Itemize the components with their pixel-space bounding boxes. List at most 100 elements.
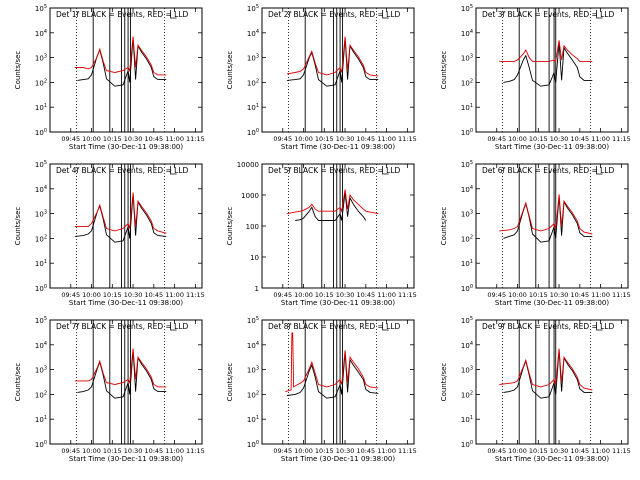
y-tick-label: 102 [461, 390, 473, 399]
interval-bracket [170, 166, 177, 175]
x-tick-label: 11:00 [377, 291, 396, 299]
series-line-events [286, 38, 379, 87]
y-tick-label: 105 [35, 4, 47, 13]
y-tick-label: 100 [35, 128, 47, 137]
y-tick-label: 104 [461, 29, 473, 38]
y-axis-label: Counts/sec [440, 207, 448, 246]
x-tick-label: 10:15 [103, 447, 122, 455]
y-tick-label: 103 [461, 210, 473, 219]
x-tick-label: 10:15 [103, 291, 122, 299]
plot-frame [49, 319, 203, 445]
x-tick-label: 09:45 [61, 291, 80, 299]
chart-title: Det 2f BLACK = Events, RED = LLD [268, 10, 401, 19]
x-axis-label: Start Time (30-Dec-11 09:38:00) [281, 455, 395, 463]
interval-bracket [382, 10, 389, 19]
interval-bracket [596, 322, 603, 331]
y-tick-label: 102 [35, 78, 47, 87]
chart-title: Det 9f BLACK = Events, RED = LLD [482, 322, 615, 331]
x-tick-label: 10:45 [356, 447, 375, 455]
x-axis-label: Start Time (30-Dec-11 09:38:00) [69, 299, 183, 307]
y-tick-label: 10 [250, 254, 259, 262]
y-tick-label: 105 [461, 4, 473, 13]
y-tick-label: 1 [255, 285, 259, 293]
x-tick-label: 11:15 [612, 135, 631, 143]
x-axis-label: Start Time (30-Dec-11 09:38:00) [281, 143, 395, 151]
x-tick-label: 10:00 [508, 291, 527, 299]
y-tick-label: 102 [461, 234, 473, 243]
y-tick-label: 104 [35, 185, 47, 194]
chart-title: Det 5f BLACK = Events, RED = LLD [268, 166, 401, 175]
chart-title: Det 8f BLACK = Events, RED = LLD [268, 322, 401, 331]
chart-panel-3: 100 101 102 103 104 105 09:45 10:00 10:15 10:30 10… [440, 4, 631, 151]
x-tick-label: 11:15 [186, 291, 205, 299]
y-tick-label: 104 [461, 185, 473, 194]
y-tick-label: 101 [461, 103, 473, 112]
y-tick-label: 105 [461, 316, 473, 325]
y-tick-label: 105 [247, 316, 259, 325]
x-tick-label: 11:15 [398, 291, 417, 299]
y-axis-label: Counts/sec [14, 207, 22, 246]
series-line-lld [285, 332, 379, 393]
plot-frame [49, 163, 203, 289]
x-tick-label: 11:00 [377, 135, 396, 143]
x-axis-label: Start Time (30-Dec-11 09:38:00) [69, 455, 183, 463]
plot-frame [49, 7, 203, 133]
x-tick-label: 10:45 [144, 291, 163, 299]
x-tick-label: 09:45 [61, 447, 80, 455]
x-tick-label: 10:30 [336, 135, 355, 143]
series-line-lld [499, 348, 593, 391]
x-tick-label: 10:15 [315, 291, 334, 299]
y-tick-label: 1000 [241, 192, 259, 200]
plot-frame [261, 319, 415, 445]
x-tick-label: 10:45 [570, 291, 589, 299]
chart-title: Det 6f BLACK = Events, RED = LLD [482, 166, 615, 175]
y-tick-label: 104 [461, 341, 473, 350]
y-tick-label: 102 [35, 390, 47, 399]
y-axis-label: Counts/sec [440, 51, 448, 90]
x-tick-label: 10:00 [508, 447, 527, 455]
y-tick-label: 103 [247, 54, 259, 63]
y-tick-label: 100 [461, 284, 473, 293]
series-line-events [77, 350, 167, 399]
y-tick-label: 105 [247, 4, 259, 13]
x-tick-label: 11:00 [591, 447, 610, 455]
x-tick-label: 10:15 [315, 447, 334, 455]
y-tick-label: 101 [35, 415, 47, 424]
chart-title: Det 3f BLACK = Events, RED = LLD [482, 10, 615, 19]
x-tick-label: 11:00 [165, 447, 184, 455]
x-tick-label: 11:15 [612, 447, 631, 455]
y-tick-label: 100 [461, 128, 473, 137]
x-tick-label: 10:30 [550, 135, 569, 143]
series-line-events [503, 350, 593, 399]
y-tick-label: 104 [247, 341, 259, 350]
x-tick-label: 09:45 [273, 135, 292, 143]
y-tick-label: 100 [247, 128, 259, 137]
x-tick-label: 10:00 [82, 447, 101, 455]
x-tick-label: 10:45 [570, 135, 589, 143]
series-line-lld [499, 194, 593, 235]
y-tick-label: 100 [35, 440, 47, 449]
x-tick-label: 11:15 [186, 447, 205, 455]
y-tick-label: 103 [35, 366, 47, 375]
series-line-lld [286, 36, 379, 77]
y-tick-label: 100 [461, 440, 473, 449]
y-tick-label: 100 [246, 223, 259, 231]
interval-bracket [596, 166, 603, 175]
y-tick-label: 102 [247, 390, 259, 399]
plot-frame [475, 319, 629, 445]
x-tick-label: 10:30 [124, 447, 143, 455]
interval-bracket [170, 322, 177, 331]
series-line-lld [74, 192, 167, 234]
x-tick-label: 10:00 [82, 135, 101, 143]
x-tick-label: 10:00 [508, 135, 527, 143]
y-tick-label: 101 [35, 103, 47, 112]
y-axis-label: Counts/sec [226, 51, 234, 90]
series-line-lld [74, 348, 167, 388]
x-tick-label: 10:30 [550, 447, 569, 455]
x-tick-label: 11:00 [591, 135, 610, 143]
x-tick-label: 11:15 [398, 135, 417, 143]
y-axis-label: Counts/sec [226, 207, 234, 246]
x-tick-label: 10:15 [529, 135, 548, 143]
x-tick-label: 10:30 [336, 291, 355, 299]
interval-bracket [382, 322, 389, 331]
